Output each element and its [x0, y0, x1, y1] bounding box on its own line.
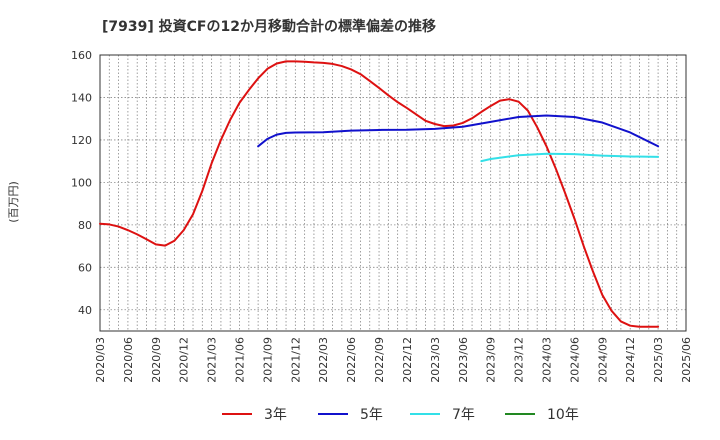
x-tick-label: 2023/09	[485, 337, 498, 383]
x-tick-label: 2024/06	[568, 337, 581, 383]
y-axis-label: (百万円)	[7, 181, 20, 223]
x-tick-label: 2024/12	[624, 337, 637, 383]
grid-layer	[99, 54, 687, 331]
series-line-1	[99, 60, 660, 328]
x-tick-label: 2020/12	[178, 337, 191, 383]
x-tick-label: 2022/12	[401, 337, 414, 383]
series-line-3	[480, 152, 660, 163]
x-tick-label: 2023/03	[429, 337, 442, 383]
x-tick-label: 2022/03	[317, 337, 330, 383]
x-tick-label: 2021/06	[234, 337, 247, 383]
x-tick-label: 2024/09	[596, 337, 609, 383]
x-tick-label: 2020/03	[94, 337, 107, 383]
plot-border	[99, 54, 687, 332]
y-tick-label: 80	[78, 219, 92, 232]
x-tick-label: 2022/06	[345, 337, 358, 383]
series-layer	[99, 60, 660, 328]
legend-label-4: 10年	[547, 407, 579, 423]
chart-title: [7939] 投資CFの12か月移動合計の標準偏差の推移	[102, 18, 436, 35]
x-tick-label: 2023/12	[513, 337, 526, 383]
x-tick-label: 2024/03	[540, 337, 553, 383]
y-tick-label: 60	[78, 261, 92, 274]
series-line-2	[257, 114, 660, 148]
plot-frame	[99, 54, 687, 332]
x-tick-label: 2021/03	[206, 337, 219, 383]
legend: 3年 5年 7年 10年	[222, 407, 579, 423]
legend-label-1: 3年	[264, 407, 287, 423]
x-tick-labels: 2020/03 2020/06 2020/09 2020/12 2021/03 2021/…	[94, 337, 693, 383]
x-tick-label: 2023/06	[457, 337, 470, 383]
y-tick-labels: 40 60 80 100 120 140 160	[71, 49, 92, 317]
x-tick-label: 2020/06	[122, 337, 135, 383]
legend-label-3: 7年	[452, 407, 475, 423]
x-tick-label: 2021/12	[289, 337, 302, 383]
y-tick-label: 40	[78, 304, 92, 317]
y-tick-label: 160	[71, 49, 92, 62]
x-tick-label: 2025/03	[652, 337, 665, 383]
plot-background	[100, 55, 686, 331]
x-tick-label: 2020/09	[150, 337, 163, 383]
y-tick-label: 100	[71, 176, 92, 189]
legend-label-2: 5年	[360, 407, 383, 423]
x-tick-label: 2025/06	[680, 337, 693, 383]
y-tick-label: 120	[71, 134, 92, 147]
x-tick-label: 2022/09	[373, 337, 386, 383]
x-tick-label: 2021/09	[261, 337, 274, 383]
y-tick-label: 140	[71, 91, 92, 104]
